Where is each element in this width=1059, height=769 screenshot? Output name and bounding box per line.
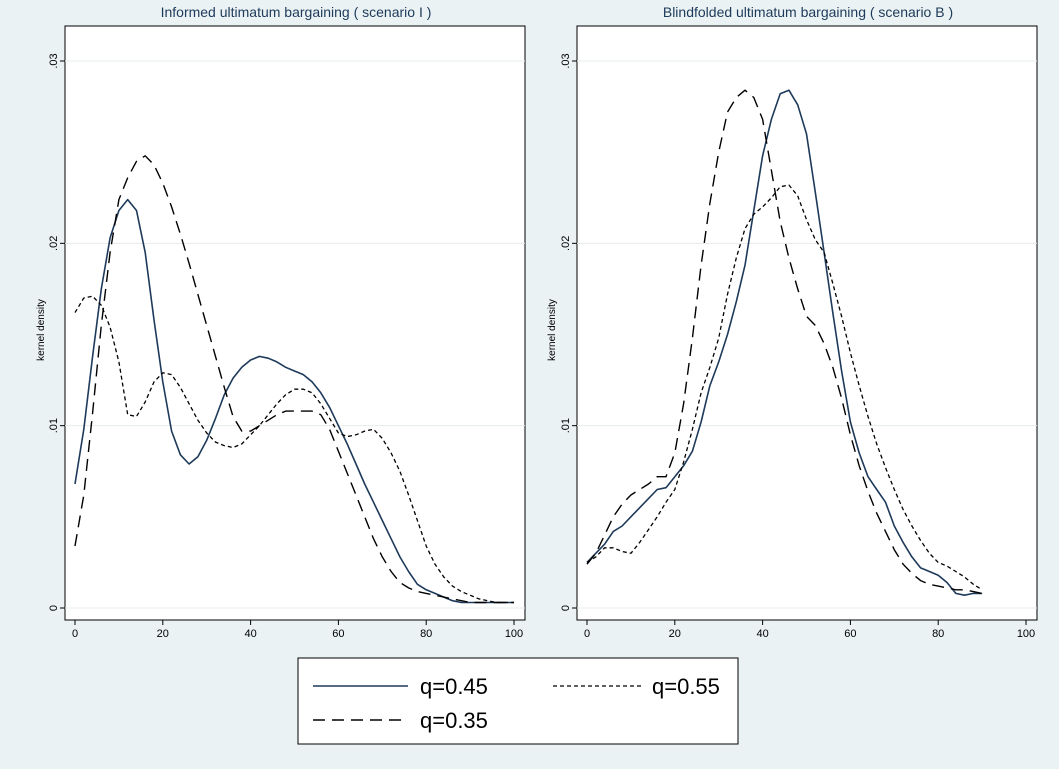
y-tick-label: .03 xyxy=(560,53,572,68)
x-tick-label: 60 xyxy=(844,628,856,640)
y-tick-label: 0 xyxy=(48,605,60,611)
x-tick-label: 100 xyxy=(505,628,523,640)
x-tick-label: 20 xyxy=(157,628,169,640)
x-tick-label: 0 xyxy=(584,628,590,640)
x-tick-label: 20 xyxy=(669,628,681,640)
x-tick-label: 80 xyxy=(420,628,432,640)
legend-label: q=0.45 xyxy=(420,674,488,699)
panel-title: Informed ultimatum bargaining ( scenario… xyxy=(161,4,432,20)
x-tick-label: 100 xyxy=(1017,628,1035,640)
x-tick-label: 40 xyxy=(756,628,768,640)
series-line-q=0.45 xyxy=(586,89,983,597)
legend-label: q=0.55 xyxy=(652,674,720,699)
panel-title: Blindfolded ultimatum bargaining ( scena… xyxy=(663,4,953,20)
series-line-q=0.55 xyxy=(74,295,514,604)
plot-frame xyxy=(576,25,1038,621)
x-tick-label: 80 xyxy=(932,628,944,640)
y-tick-label: .02 xyxy=(560,236,572,251)
y-tick-label: 0 xyxy=(560,605,572,611)
legend-box xyxy=(297,657,739,745)
legend: q=0.45 q=0.55 q=0.35 xyxy=(297,657,739,745)
y-tick-label: .01 xyxy=(560,418,572,433)
plot-frame xyxy=(64,25,526,621)
x-tick-label: 0 xyxy=(72,628,78,640)
legend-label: q=0.35 xyxy=(420,708,488,733)
panel-informed: Informed ultimatum bargaining ( scenario… xyxy=(36,4,526,640)
panel-blindfolded: Blindfolded ultimatum bargaining ( scena… xyxy=(547,4,1038,640)
x-tick-label: 60 xyxy=(332,628,344,640)
y-axis-label: kernel density xyxy=(36,299,47,361)
y-tick-label: .02 xyxy=(48,236,60,251)
y-tick-label: .03 xyxy=(48,53,60,68)
x-tick-label: 40 xyxy=(244,628,256,640)
series-line-q=0.35 xyxy=(74,155,514,604)
y-tick-label: .01 xyxy=(48,418,60,433)
series-line-q=0.55 xyxy=(586,184,983,591)
series-line-q=0.35 xyxy=(586,89,983,595)
y-axis-label: kernel density xyxy=(547,299,558,361)
